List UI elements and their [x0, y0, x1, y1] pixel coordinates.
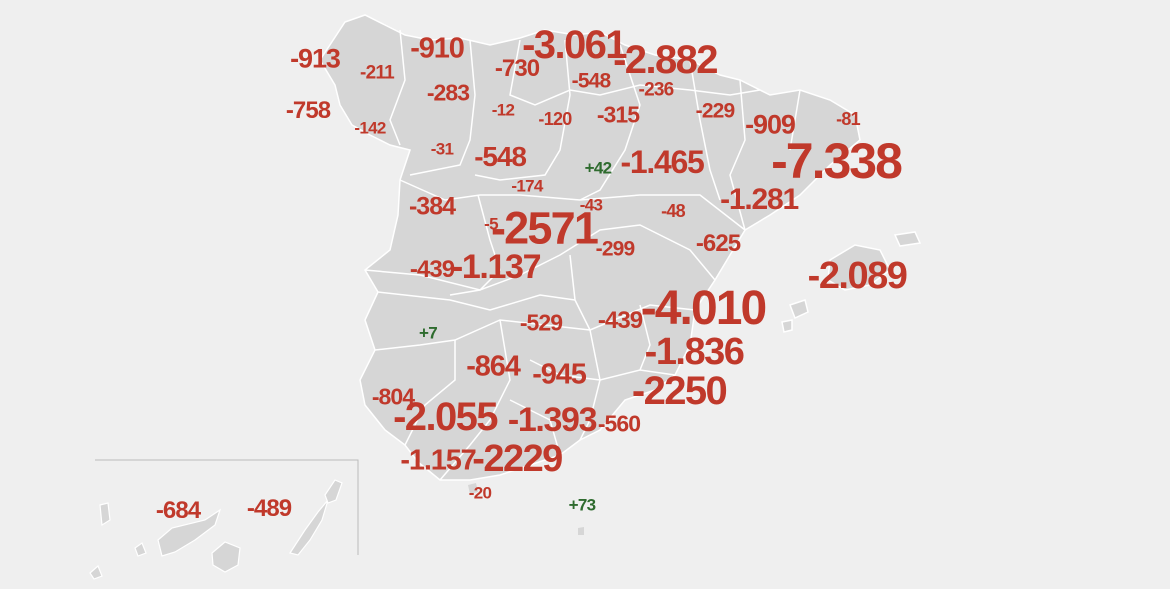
province-value-melilla: +73 [568, 495, 596, 515]
province-borders [364, 29, 801, 481]
province-value-asturias: -910 [410, 32, 465, 65]
province-value-pontevedra: -758 [285, 97, 331, 124]
province-value-malaga: -2229 [472, 438, 563, 480]
province-value-girona: -81 [836, 109, 861, 129]
province-value-murcia: -2250 [631, 369, 728, 413]
province-value-guadalajara: -43 [579, 195, 603, 215]
province-value-alicante: -1.836 [644, 331, 745, 373]
province-value-burgos: -120 [538, 109, 572, 129]
province-value-la-rioja: -315 [596, 101, 640, 128]
province-value-ceuta: -20 [468, 483, 492, 503]
province-value-navarra: -236 [638, 79, 675, 101]
province-value-cuenca: -299 [595, 237, 636, 261]
province-value-ourense: -142 [354, 118, 386, 138]
province-value-barcelona: -7.338 [771, 133, 903, 189]
province-value-caceres: -439 [409, 256, 455, 283]
province-value-segovia: -174 [511, 176, 543, 196]
province-value-cordoba: -864 [466, 350, 521, 383]
province-value-toledo: -1.137 [451, 248, 542, 286]
north-africa-enclaves [468, 483, 584, 535]
province-value-huelva: -804 [371, 383, 415, 410]
province-value-valencia: -4.010 [640, 282, 768, 335]
balearic-islands [781, 231, 922, 333]
province-value-lugo: -211 [360, 62, 395, 84]
province-value-gipuzkoa: -2.882 [613, 38, 718, 82]
province-value-almeria: -560 [597, 410, 641, 437]
province-value-zaragoza: -1.465 [620, 144, 704, 180]
province-value-cantabria: -730 [494, 55, 540, 82]
province-value-santa-cruz-de-tenerife: -684 [155, 497, 201, 524]
province-value-sevilla: -2.055 [393, 395, 498, 439]
province-value-zamora: -31 [430, 139, 454, 159]
province-value-madrid: -2571 [490, 202, 599, 254]
province-value-huesca: -229 [695, 99, 736, 123]
province-value-jaen: -945 [532, 358, 587, 391]
province-value-a-coruna: -913 [290, 43, 341, 74]
province-value-tarragona: -1.281 [720, 183, 799, 216]
province-value-cadiz: -1.157 [400, 444, 476, 477]
province-value-valladolid: -548 [474, 141, 527, 172]
province-value-granada: -1.393 [507, 401, 598, 439]
province-value-avila: -5 [484, 214, 498, 234]
province-value-leon: -283 [426, 79, 470, 106]
province-value-castellon: -625 [695, 230, 741, 257]
province-value-palencia: -12 [491, 100, 515, 120]
province-value-ciudad-real: -529 [519, 309, 563, 336]
province-value-badajoz: +7 [418, 323, 438, 343]
province-value-las-palmas: -489 [246, 495, 292, 522]
canary-islands-inset [89, 459, 359, 580]
province-value-salamanca: -384 [408, 192, 456, 221]
province-value-soria: +42 [584, 158, 612, 178]
province-value-bizkaia: -3.061 [522, 23, 627, 67]
province-value-albacete: -439 [597, 307, 643, 334]
province-value-lleida: -909 [745, 109, 796, 140]
province-value-baleares: -2.089 [807, 255, 908, 297]
province-value-alava: -548 [571, 69, 612, 93]
province-value-teruel: -48 [661, 201, 686, 221]
